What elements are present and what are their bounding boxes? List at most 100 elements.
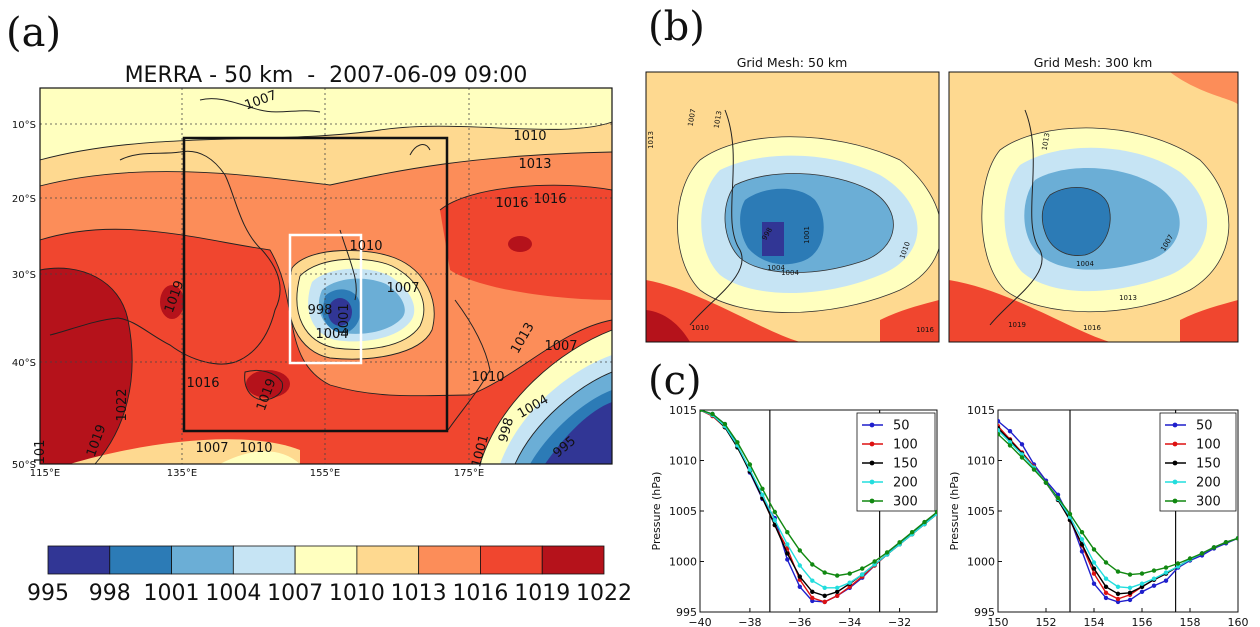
- y-axis-label: Pressure (hPa): [650, 472, 663, 551]
- data-point-300: [822, 570, 827, 575]
- data-point-150: [835, 589, 840, 594]
- contour-label: 101: [33, 440, 48, 465]
- contour-label: 1010: [349, 239, 382, 254]
- contour-label: 1010: [471, 370, 504, 385]
- data-point-50: [1019, 442, 1025, 447]
- data-point-150: [822, 593, 827, 598]
- data-point-300: [700, 410, 703, 413]
- data-point-300: [872, 559, 877, 564]
- data-point-200: [1127, 585, 1133, 590]
- colorbar-swatch: [109, 545, 172, 575]
- map-a: MERRA - 50 km - 2007-06-09 09:00: [12, 63, 613, 479]
- data-point-200: [1079, 537, 1085, 542]
- map-a-title: MERRA - 50 km - 2007-06-09 09:00: [125, 63, 528, 88]
- data-point-150: [1139, 584, 1145, 589]
- lon-tick-label: 155°E: [310, 468, 340, 479]
- data-point-300: [772, 509, 777, 515]
- data-point-300: [1007, 443, 1013, 448]
- data-point-300: [860, 566, 865, 571]
- data-point-300: [1199, 551, 1205, 556]
- data-point-300: [1127, 572, 1133, 577]
- data-point-300: [797, 548, 802, 553]
- x-tick-label: −36: [788, 616, 811, 627]
- chart-latitude-profile: 9951000100510101015−40−38−36−34−32latitu…: [650, 404, 938, 627]
- contour-label: 1004: [315, 327, 348, 342]
- x-tick-label: 160: [1228, 616, 1249, 627]
- data-point-50: [1079, 549, 1085, 554]
- lat-tick-label: 50°S: [12, 460, 36, 471]
- legend: 50 100 150 200 300: [1159, 412, 1237, 512]
- data-point-150: [1091, 566, 1097, 571]
- contour-label: 1013: [1119, 294, 1137, 302]
- data-point-200: [785, 542, 790, 547]
- contour-label: 1007: [195, 441, 228, 456]
- data-point-300: [1043, 480, 1049, 485]
- data-point-300: [1139, 571, 1145, 576]
- y-tick-label: 1005: [669, 505, 697, 518]
- x-tick-label: 152: [1036, 616, 1057, 627]
- lon-tick-label: 175°E: [454, 468, 484, 479]
- colorbar-swatch: [232, 545, 296, 575]
- data-point-300: [810, 562, 815, 567]
- lat-tick-label: 20°S: [12, 194, 36, 205]
- data-point-200: [822, 585, 827, 590]
- contour-label: 1013: [518, 157, 551, 172]
- legend-marker: [869, 422, 875, 428]
- x-tick-label: −38: [738, 616, 761, 627]
- legend-marker: [1172, 498, 1178, 504]
- y-tick-label: 1010: [967, 455, 995, 468]
- legend: 50 100 150 200 300: [856, 412, 936, 512]
- legend-marker: [1172, 422, 1178, 428]
- data-point-300: [1223, 540, 1229, 545]
- data-point-100: [810, 595, 815, 601]
- lon-tick-label: 135°E: [167, 468, 197, 479]
- panel-label-b: (b): [648, 4, 705, 50]
- x-tick-label: 158: [1180, 616, 1201, 627]
- data-point-300: [1163, 565, 1169, 570]
- x-tick-label: −32: [888, 616, 911, 627]
- data-point-300: [1067, 511, 1073, 517]
- colorbar-swatch: [541, 545, 605, 575]
- data-point-200: [998, 428, 1001, 433]
- contour-label: 1004: [781, 269, 799, 277]
- data-point-300: [722, 421, 728, 427]
- legend-marker: [869, 441, 875, 447]
- series-line-300: [700, 410, 937, 577]
- data-point-200: [1103, 576, 1109, 581]
- legend-label: 300: [893, 495, 918, 510]
- data-point-50: [1127, 597, 1133, 603]
- data-point-50: [1151, 583, 1157, 588]
- map-b: Grid Mesh: 50 km Grid Mesh: 300 km: [645, 55, 1239, 343]
- y-tick-label: 1010: [669, 455, 697, 468]
- data-point-300: [897, 540, 902, 545]
- x-tick-label: −40: [688, 616, 711, 627]
- data-point-150: [772, 522, 777, 528]
- data-point-300: [884, 550, 890, 555]
- map-b-left-fill: [646, 72, 939, 342]
- data-point-50: [1163, 578, 1169, 583]
- data-point-100: [1091, 571, 1097, 576]
- contour-label: 1004: [767, 264, 785, 272]
- data-point-300: [1211, 545, 1217, 550]
- colorbar-swatch: [47, 545, 111, 575]
- lat-tick-label: 10°S: [12, 120, 36, 131]
- colorbar: 995 998 1001 1004 1007 1010 1013 1016 1019 1022: [27, 545, 632, 606]
- data-point-50: [998, 418, 1001, 424]
- data-point-100: [822, 599, 827, 605]
- legend-marker: [869, 460, 875, 466]
- contour-label: 1016: [533, 192, 566, 207]
- data-point-200: [772, 517, 777, 523]
- legend-label: 200: [1196, 476, 1221, 491]
- contour-label: 998: [308, 303, 333, 318]
- data-point-300: [1019, 455, 1025, 460]
- data-point-150: [1115, 591, 1121, 596]
- data-point-300: [835, 573, 840, 578]
- contour-label: 1019: [1008, 321, 1026, 329]
- colorbar-swatch: [171, 545, 234, 575]
- data-point-200: [860, 572, 865, 577]
- legend-marker: [869, 498, 875, 504]
- data-point-150: [810, 589, 815, 594]
- colorbar-swatch: [294, 545, 358, 575]
- chart-longitude-profile: 9951000100510101015150152154156158160lon…: [948, 404, 1249, 627]
